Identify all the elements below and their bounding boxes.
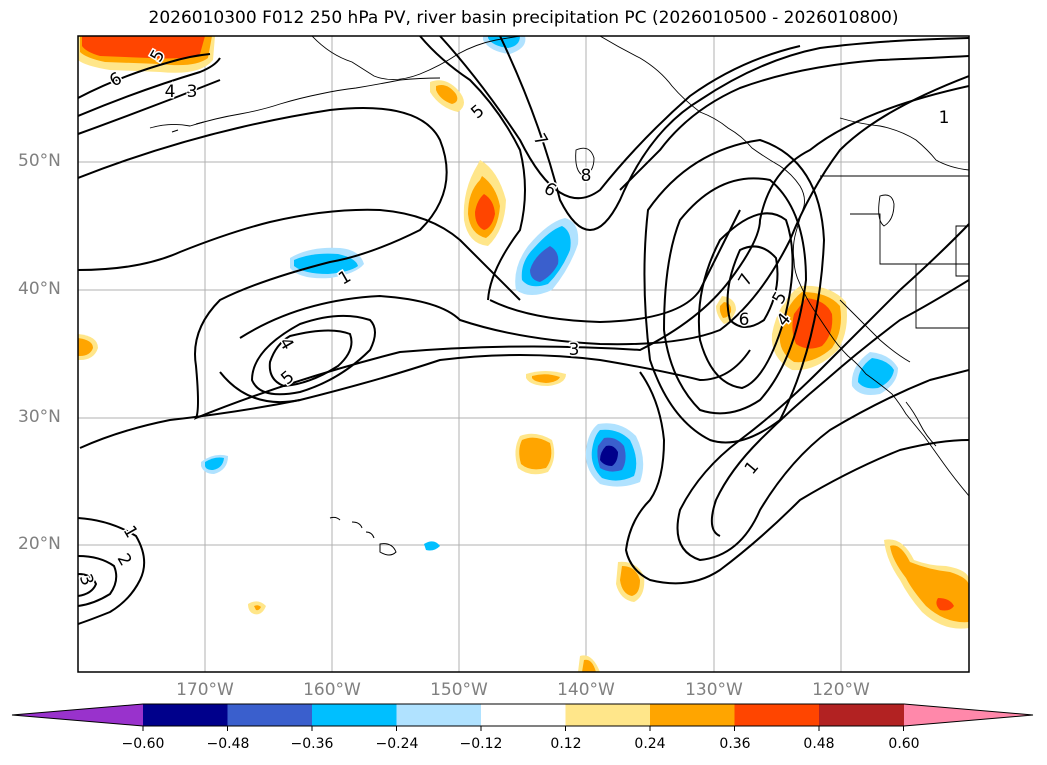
- colorbar-tick-label: −0.24: [375, 736, 419, 752]
- lon-label: 130°W: [685, 680, 743, 700]
- colorbar-tick-label: 0.48: [803, 736, 835, 752]
- lon-label: 170°W: [176, 680, 234, 700]
- colorbar-tick-label: 0.24: [634, 736, 666, 752]
- colorbar-cell: [565, 704, 651, 726]
- contour-label: 6: [739, 310, 750, 330]
- colorbar-tick-label: −0.36: [290, 736, 334, 752]
- lon-label: 160°W: [303, 680, 361, 700]
- colorbar-cell: [143, 704, 228, 726]
- map-frame: [77, 35, 970, 673]
- contour-label: 3: [187, 82, 198, 102]
- colorbar: [11, 703, 1034, 731]
- colorbar-cell: [312, 704, 397, 726]
- colorbar-cell: [227, 704, 313, 726]
- lat-label: 40°N: [18, 279, 61, 299]
- contour-label: 1: [939, 108, 950, 128]
- colorbar-extend-low: [12, 704, 143, 726]
- lat-label: 50°N: [18, 151, 61, 171]
- colorbar-tick-label: −0.12: [459, 736, 503, 752]
- map-title: 2026010300 F012 250 hPa PV, river basin …: [148, 8, 899, 28]
- lat-label: 30°N: [18, 407, 61, 427]
- colorbar-cell: [396, 704, 482, 726]
- contour-label: 4: [165, 82, 176, 102]
- colorbar-extend-high: [904, 704, 1033, 726]
- pv-contours: [78, 36, 969, 625]
- lon-label: 120°W: [812, 680, 870, 700]
- lat-label: 20°N: [18, 534, 61, 554]
- lon-label: 140°W: [557, 680, 615, 700]
- coastlines: [149, 36, 969, 497]
- colorbar-cell: [481, 704, 566, 726]
- colorbar-tick-label: 0.12: [550, 736, 582, 752]
- colorbar-tick-label: −0.48: [206, 736, 250, 752]
- colorbar-cell: [650, 704, 735, 726]
- colorbar-tick-label: 0.36: [719, 736, 751, 752]
- lon-label: 150°W: [430, 680, 488, 700]
- colorbar-tick-label: −0.60: [121, 736, 165, 752]
- contour-label: 8: [581, 166, 592, 186]
- colorbar-cell: [819, 704, 904, 726]
- colorbar-cell: [734, 704, 820, 726]
- islands: [171, 121, 397, 556]
- colorbar-tick-label: 0.60: [888, 736, 920, 752]
- contour-label: 3: [569, 340, 580, 360]
